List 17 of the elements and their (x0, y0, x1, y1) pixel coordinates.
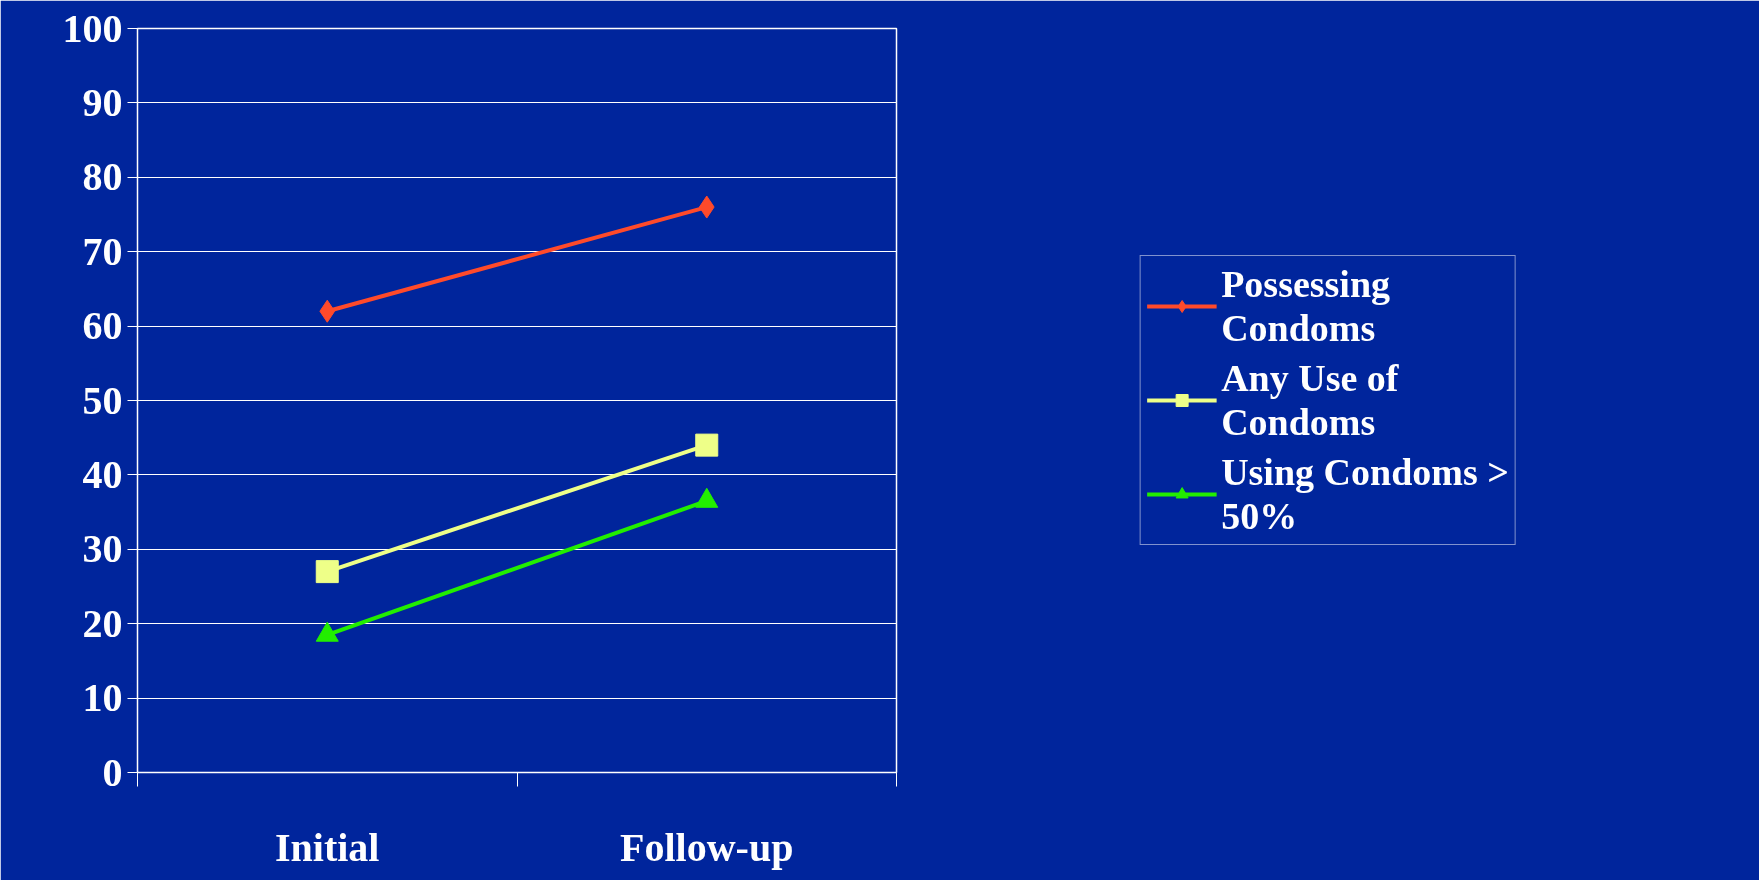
y-tick-label: 70 (82, 228, 123, 274)
x-tick-label: Initial (275, 824, 380, 870)
y-tick-label: 100 (62, 5, 123, 51)
legend-label: Possessing Condoms (1221, 262, 1391, 350)
legend-label: Any Use of Condoms (1221, 356, 1399, 444)
y-tick-label: 60 (82, 303, 123, 349)
y-tick-label: 20 (82, 600, 123, 646)
y-tick-label: 30 (82, 526, 123, 572)
y-tick-label: 50 (82, 377, 123, 423)
legend-label: Using Condoms > 50% (1221, 450, 1509, 538)
y-tick-label: 0 (102, 749, 123, 795)
y-tick-label: 10 (82, 675, 123, 721)
y-tick-label: 90 (82, 79, 123, 125)
y-tick-label: 80 (82, 154, 123, 200)
y-tick-label: 40 (82, 451, 123, 497)
x-tick-label: Follow-up (620, 824, 794, 870)
point (695, 433, 719, 457)
